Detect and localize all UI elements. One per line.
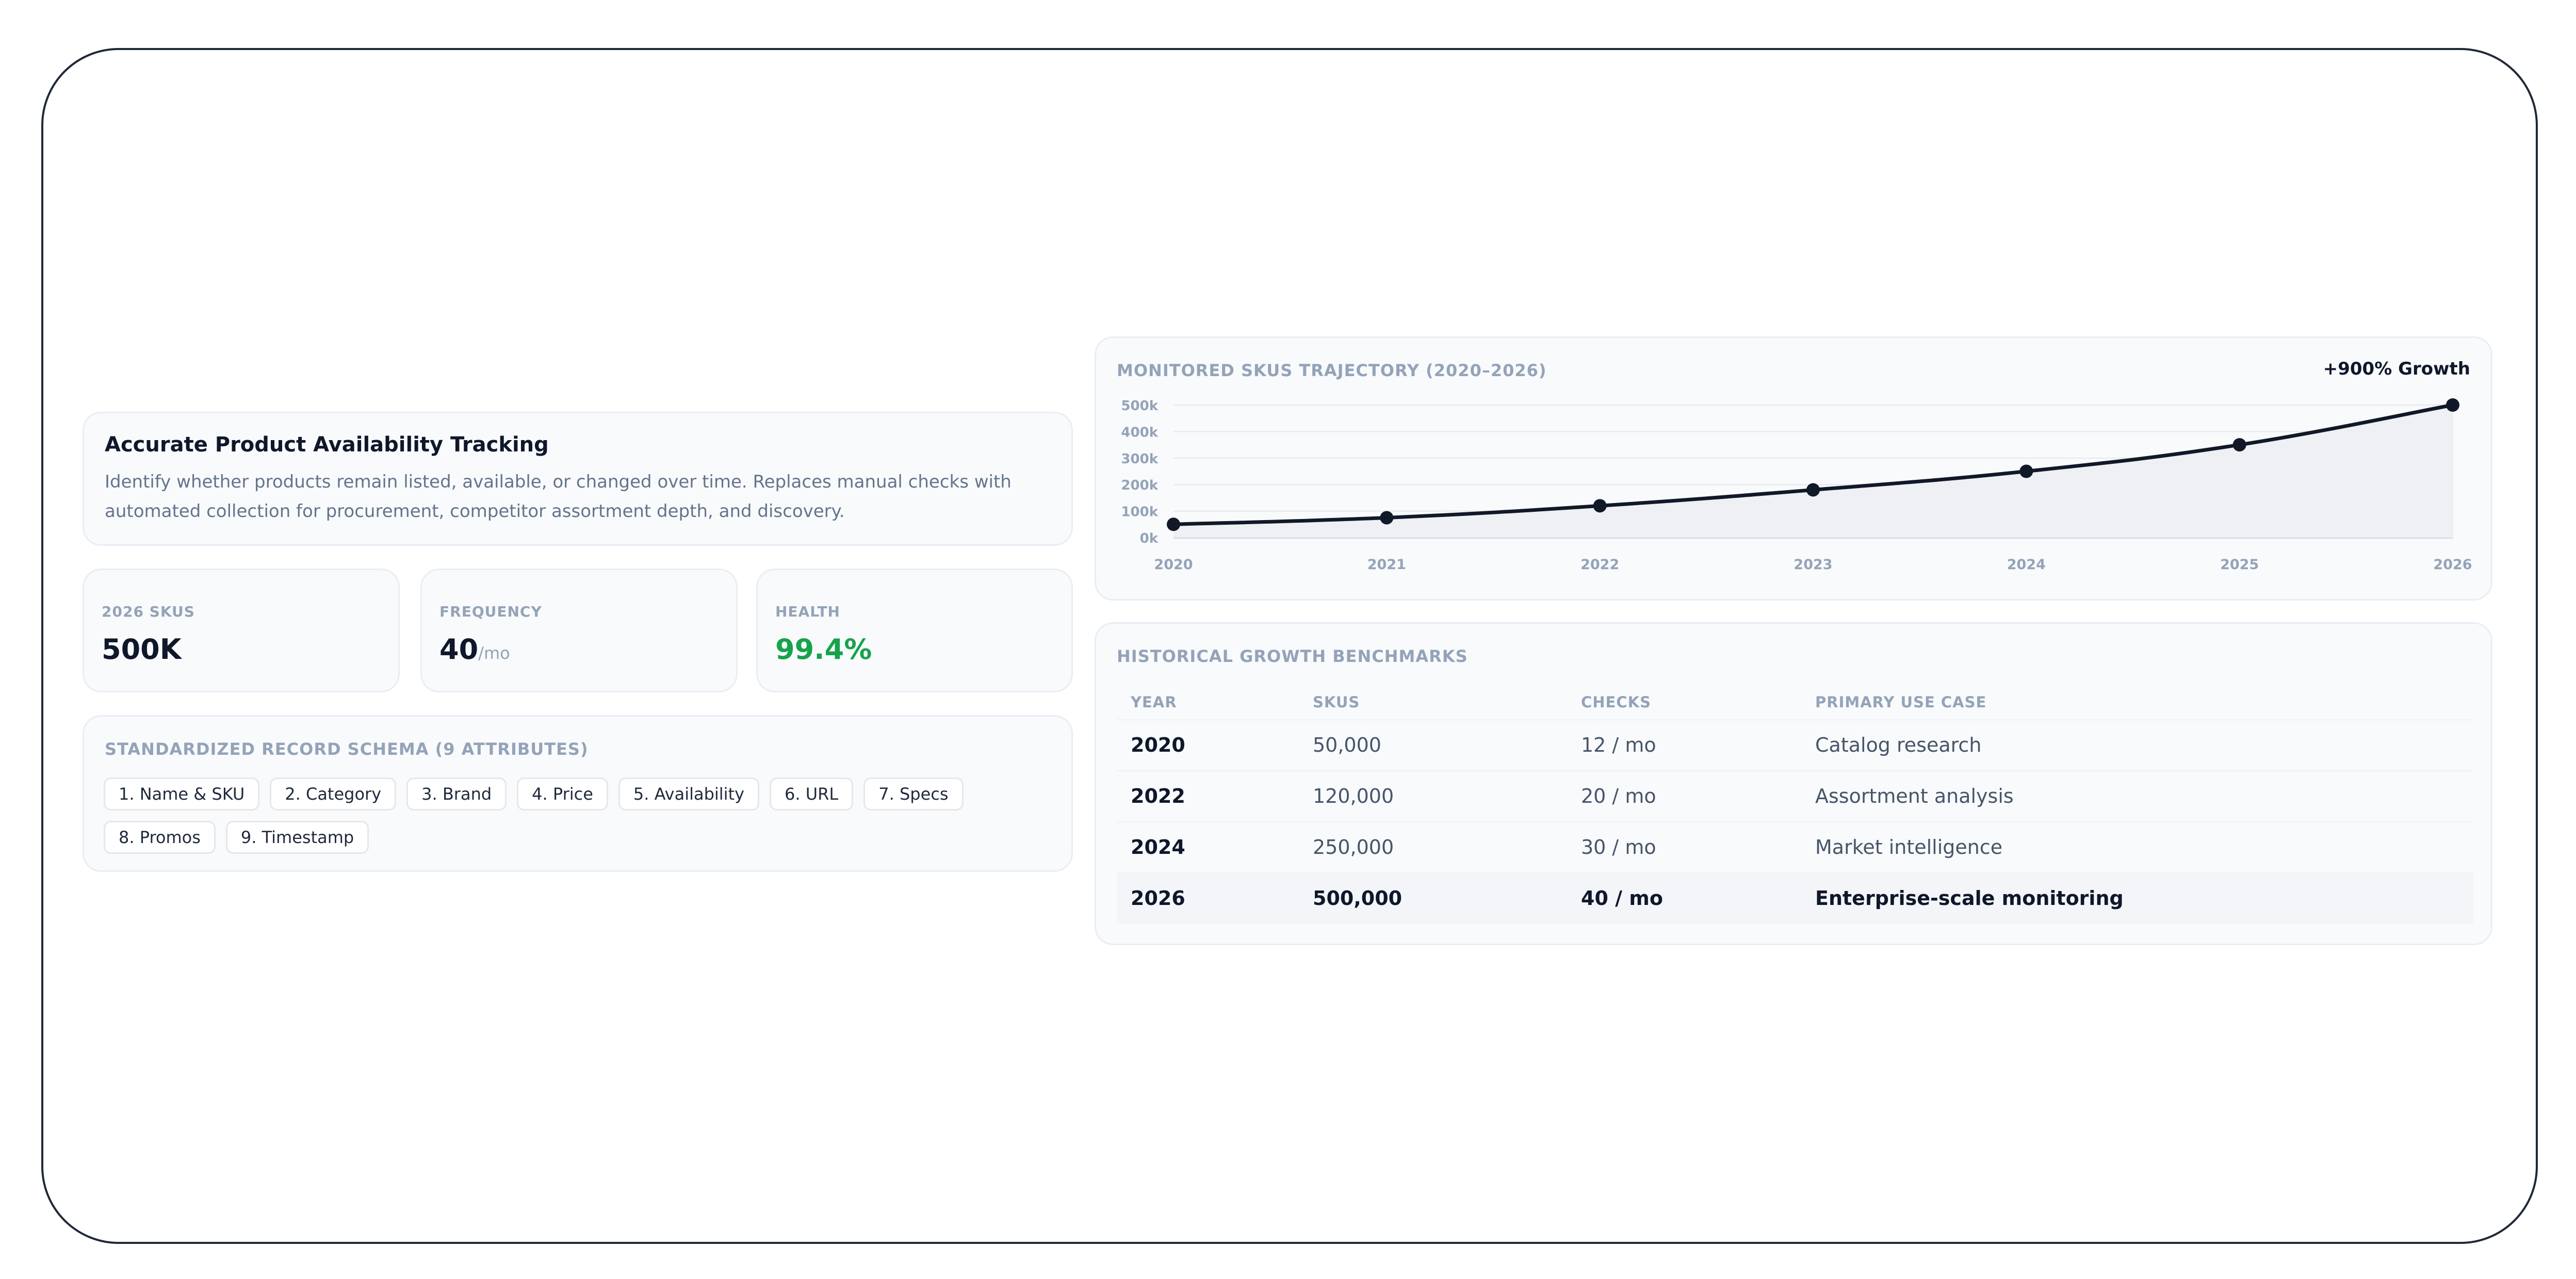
hero-description: Identify whether products remain listed,… xyxy=(105,472,1012,522)
cell-skus: 50,000 xyxy=(1313,734,1381,756)
cell-use-case: Assortment analysis xyxy=(1815,785,2014,807)
schema-chip: 3. Brand xyxy=(406,778,507,811)
schema-chip: 2. Category xyxy=(270,778,397,811)
y-tick-label: 400k xyxy=(1121,425,1158,440)
table-row-highlighted: 2026 500,000 40 / mo Enterprise-scale mo… xyxy=(1117,873,2473,924)
cell-skus: 120,000 xyxy=(1313,785,1394,807)
table-header-row: YEAR SKUS CHECKS PRIMARY USE CASE xyxy=(1117,686,2473,720)
stat-value: 99.4% xyxy=(775,633,872,666)
column-header-skus: SKUS xyxy=(1313,693,1360,711)
series-area xyxy=(1173,405,2453,538)
chart-card: MONITORED SKUS TRAJECTORY (2020–2026) +9… xyxy=(1095,336,2492,601)
schema-chip: 6. URL xyxy=(770,778,854,811)
schema-chip: 8. Promos xyxy=(104,821,216,854)
stat-card-skus: 2026 SKUS 500K xyxy=(83,569,400,692)
cell-year: 2022 xyxy=(1131,785,1185,807)
cell-checks: 12 / mo xyxy=(1581,734,1656,756)
stat-label: FREQUENCY xyxy=(439,603,542,620)
schema-chip: 5. Availability xyxy=(618,778,760,811)
data-point xyxy=(2232,438,2246,452)
x-tick-label: 2025 xyxy=(2220,557,2259,573)
schema-chip: 4. Price xyxy=(517,778,608,811)
cell-year: 2024 xyxy=(1131,836,1185,859)
schema-chip: 1. Name & SKU xyxy=(104,778,260,811)
column-header-use-case: PRIMARY USE CASE xyxy=(1815,693,1987,711)
stat-value: 40/mo xyxy=(439,633,510,666)
cell-checks: 20 / mo xyxy=(1581,785,1656,807)
schema-title: STANDARDIZED RECORD SCHEMA (9 ATTRIBUTES… xyxy=(105,739,589,759)
x-tick-label: 2024 xyxy=(2007,557,2046,573)
cell-use-case: Catalog research xyxy=(1815,734,1982,756)
data-point xyxy=(1593,499,1607,513)
trajectory-chart: 0k 100k 200k 300k 400k 500k 2020 2021 2022 2023 20… xyxy=(1121,398,2472,573)
benchmarks-table: YEAR SKUS CHECKS PRIMARY USE CASE 2020 5… xyxy=(1117,686,2473,924)
y-tick-label: 200k xyxy=(1121,478,1158,493)
cell-use-case: Market intelligence xyxy=(1815,836,2003,859)
data-point xyxy=(2446,398,2459,412)
schema-chip: 7. Specs xyxy=(863,778,964,811)
y-tick-label: 0k xyxy=(1140,531,1159,546)
column-header-year: YEAR xyxy=(1131,693,1177,711)
data-point xyxy=(2019,464,2033,478)
x-tick-label: 2023 xyxy=(1794,557,1832,573)
schema-chip: 9. Timestamp xyxy=(225,821,369,854)
cell-use-case: Enterprise-scale monitoring xyxy=(1815,887,2124,910)
stat-card-frequency: FREQUENCY 40/mo xyxy=(420,569,738,692)
data-point xyxy=(1380,511,1394,525)
schema-chips: 1. Name & SKU 2. Category 3. Brand 4. Pr… xyxy=(104,778,1073,854)
growth-badge: +900% Growth xyxy=(2323,359,2470,379)
y-tick-label: 500k xyxy=(1121,398,1158,414)
benchmarks-card: HISTORICAL GROWTH BENCHMARKS YEAR SKUS C… xyxy=(1095,622,2492,945)
x-tick-label: 2021 xyxy=(1367,557,1406,573)
stat-unit: /mo xyxy=(478,643,510,663)
hero-title: Accurate Product Availability Tracking xyxy=(105,433,549,457)
column-header-checks: CHECKS xyxy=(1581,693,1652,711)
cell-year: 2026 xyxy=(1131,887,1185,910)
x-tick-label: 2020 xyxy=(1154,557,1193,573)
cell-checks: 30 / mo xyxy=(1581,836,1656,859)
hero-card: Accurate Product Availability Tracking I… xyxy=(83,412,1073,546)
stat-label: HEALTH xyxy=(775,603,840,620)
cell-skus: 250,000 xyxy=(1313,836,1394,859)
table-row: 2020 50,000 12 / mo Catalog research xyxy=(1117,720,2473,771)
cell-checks: 40 / mo xyxy=(1581,887,1663,910)
y-tick-label: 300k xyxy=(1121,451,1158,467)
y-tick-label: 100k xyxy=(1121,505,1158,520)
cell-year: 2020 xyxy=(1131,734,1185,756)
data-point xyxy=(1167,517,1180,531)
data-point xyxy=(1806,483,1820,497)
stat-label: 2026 SKUS xyxy=(102,603,195,620)
cell-skus: 500,000 xyxy=(1313,887,1403,910)
stat-card-health: HEALTH 99.4% xyxy=(756,569,1073,692)
x-tick-label: 2026 xyxy=(2433,557,2472,573)
x-tick-label: 2022 xyxy=(1580,557,1619,573)
stat-value: 500K xyxy=(102,633,182,666)
table-row: 2024 250,000 30 / mo Market intelligence xyxy=(1117,822,2473,873)
schema-card: STANDARDIZED RECORD SCHEMA (9 ATTRIBUTES… xyxy=(83,715,1073,872)
benchmarks-title: HISTORICAL GROWTH BENCHMARKS xyxy=(1117,646,1468,666)
chart-title: MONITORED SKUS TRAJECTORY (2020–2026) xyxy=(1117,361,1547,380)
table-row: 2022 120,000 20 / mo Assortment analysis xyxy=(1117,771,2473,822)
